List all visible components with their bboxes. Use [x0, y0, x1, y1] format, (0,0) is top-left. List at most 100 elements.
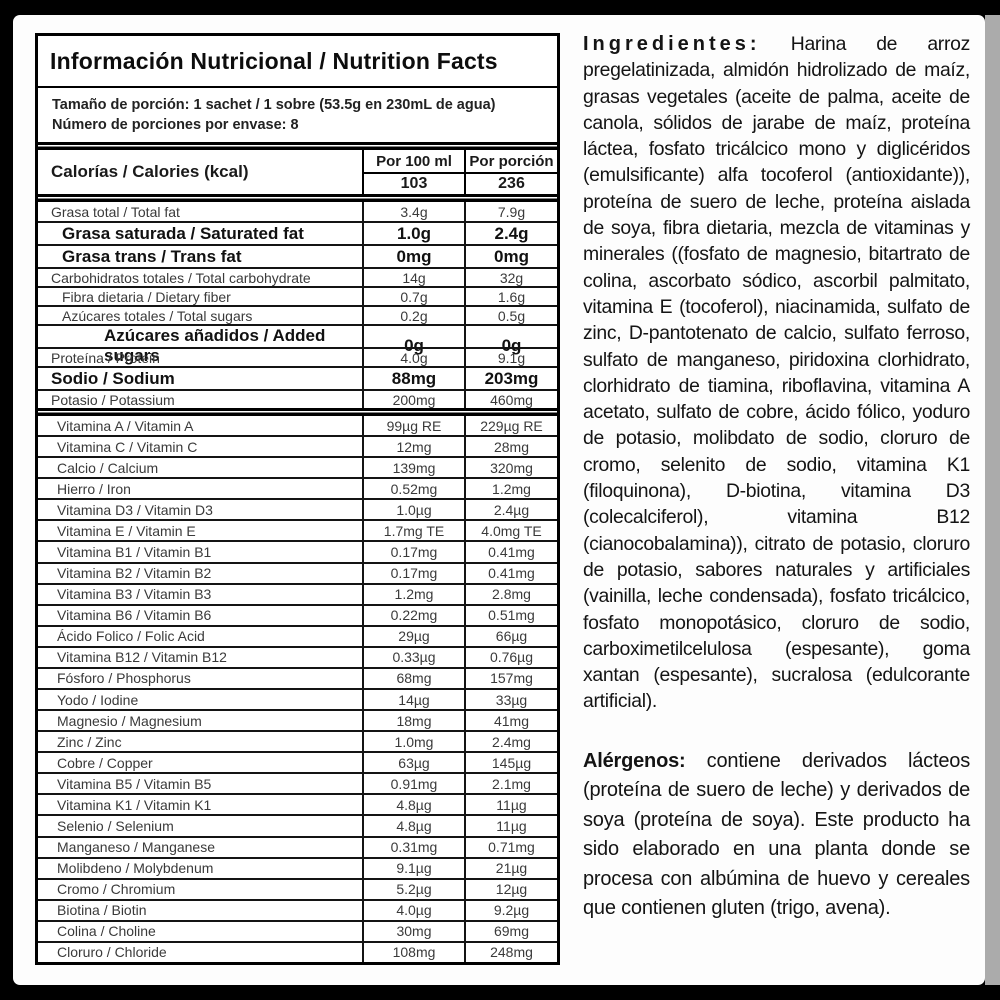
- value-per-portion: 7.9g: [464, 202, 557, 221]
- value-per-100ml: 4.8µg: [362, 816, 464, 836]
- value-per-portion: 460mg: [464, 391, 557, 408]
- thick-divider: [38, 142, 557, 150]
- allergens-heading: Alérgenos:: [583, 749, 686, 772]
- value-per-100ml: 30mg: [362, 921, 464, 941]
- table-row: Vitamina C / Vitamin C 12mg 28mg: [38, 435, 557, 457]
- nutrient-label: Selenio / Selenium: [57, 818, 174, 835]
- table-row: Azúcares añadidos / Added sugars 0g 0g: [38, 324, 557, 366]
- value-per-portion: 0.51mg: [464, 605, 557, 625]
- ingredients-paragraph: Ingredientes: Harina de arroz pregelatin…: [583, 31, 970, 715]
- value-per-100ml: 12mg: [362, 437, 464, 457]
- value-per-portion: 0.5g: [464, 307, 557, 324]
- value-per-portion: 2.4µg: [464, 500, 557, 520]
- nutrient-label: Vitamina B6 / Vitamin B6: [57, 607, 212, 624]
- value-per-100ml: 1.0mg: [362, 732, 464, 752]
- nutrient-label: Ácido Folico / Folic Acid: [57, 628, 205, 645]
- table-row: Vitamina B12 / Vitamin B12 0.33µg 0.76µg: [38, 645, 557, 667]
- ingredients-body: Harina de arroz pregelatinizada, almidón…: [583, 33, 970, 713]
- thick-divider: [38, 194, 557, 202]
- value-per-portion: 0.41mg: [464, 563, 557, 583]
- value-per-100ml: 68mg: [362, 668, 464, 689]
- value-per-portion: 2.4mg: [464, 732, 557, 752]
- table-row: Fósforo / Phosphorus 68mg 157mg: [38, 666, 557, 689]
- label-sheet: Información Nutricional / Nutrition Fact…: [13, 15, 985, 985]
- nutrient-label: Vitamina E / Vitamin E: [57, 522, 196, 539]
- table-row: Cobre / Copper 63µg 145µg: [38, 751, 557, 773]
- calories-header: Calorías / Calories (kcal) Por 100 ml Po…: [38, 150, 557, 194]
- value-per-100ml: 0.7g: [362, 288, 464, 305]
- nutrient-label: Proteína / Protein: [51, 349, 160, 366]
- value-per-portion: 2.1mg: [464, 774, 557, 794]
- table-row: Vitamina E / Vitamin E 1.7mg TE 4.0mg TE: [38, 519, 557, 541]
- nutrient-label: Colina / Choline: [57, 923, 156, 940]
- nutrient-label: Biotina / Biotin: [57, 902, 147, 919]
- nutrient-label: Vitamina B3 / Vitamin B3: [57, 586, 212, 603]
- label-text-column: Ingredientes: Harina de arroz pregelatin…: [583, 31, 970, 924]
- value-per-100ml: 1.2mg: [362, 584, 464, 604]
- nutrient-label: Grasa trans / Trans fat: [62, 246, 242, 266]
- value-per-100ml: 3.4g: [362, 202, 464, 221]
- table-row: Grasa trans / Trans fat 0mg 0mg: [38, 244, 557, 267]
- value-per-portion: 2.8mg: [464, 584, 557, 604]
- thick-divider: [38, 408, 557, 416]
- value-per-portion: 229µg RE: [464, 416, 557, 436]
- value-per-portion: 11µg: [464, 795, 557, 815]
- value-per-100ml: 18mg: [362, 711, 464, 731]
- nutrient-label: Fósforo / Phosphorus: [57, 670, 191, 687]
- nutrient-label: Azúcares añadidos / Added sugars: [104, 326, 326, 365]
- allergens-paragraph: Alérgenos: contiene derivados lácteos (p…: [583, 747, 970, 924]
- table-row: Vitamina B5 / Vitamin B5 0.91mg 2.1mg: [38, 772, 557, 794]
- nutrition-facts-title: Información Nutricional / Nutrition Fact…: [50, 47, 498, 74]
- value-per-portion: 28mg: [464, 437, 557, 457]
- value-per-portion: 11µg: [464, 816, 557, 836]
- value-per-portion: 157mg: [464, 668, 557, 689]
- nutrient-label: Vitamina K1 / Vitamin K1: [57, 796, 212, 813]
- value-per-100ml: 5.2µg: [362, 879, 464, 899]
- table-row: Proteína / Protein 4.0g 9.1g: [38, 347, 557, 366]
- value-per-portion: 1.6g: [464, 288, 557, 305]
- table-row: Vitamina B6 / Vitamin B6 0.22mg 0.51mg: [38, 603, 557, 625]
- value-per-portion: 0.71mg: [464, 837, 557, 857]
- nutrient-label: Calcio / Calcium: [57, 459, 159, 476]
- value-per-portion: 0.76µg: [464, 647, 557, 667]
- nutrient-label: Azúcares totales / Total sugars: [62, 307, 253, 324]
- value-per-portion: 0g: [464, 326, 557, 366]
- value-per-100ml: 0.91mg: [362, 774, 464, 794]
- table-row: Biotina / Biotin 4.0µg 9.2µg: [38, 898, 557, 920]
- table-row: Calcio / Calcium 139mg 320mg: [38, 456, 557, 478]
- nutrient-label: Vitamina B12 / Vitamin B12: [57, 649, 227, 666]
- nutrient-label: Vitamina B2 / Vitamin B2: [57, 565, 212, 582]
- value-per-100ml: 1.7mg TE: [362, 521, 464, 541]
- table-row: Yodo / Iodine 14µg 33µg: [38, 688, 557, 710]
- nutrient-label: Cobre / Copper: [57, 754, 153, 771]
- value-per-100ml: 0.17mg: [362, 542, 464, 562]
- nutrient-label: Cromo / Chromium: [57, 881, 176, 898]
- serving-size-text: Tamaño de porción: 1 sachet / 1 sobre (5…: [52, 97, 496, 113]
- value-per-100ml: 0mg: [362, 246, 464, 267]
- table-row: Grasa total / Total fat 3.4g 7.9g: [38, 202, 557, 221]
- nutrient-label: Potasio / Potassium: [51, 391, 175, 408]
- value-per-portion: 248mg: [464, 942, 557, 963]
- table-row: Magnesio / Magnesium 18mg 41mg: [38, 709, 557, 731]
- value-per-portion: 9.1g: [464, 349, 557, 366]
- table-row: Vitamina B1 / Vitamin B1 0.17mg 0.41mg: [38, 540, 557, 562]
- vitamin-mineral-rows: Vitamina A / Vitamin A 99µg RE 229µg RE Vit…: [38, 416, 557, 963]
- table-row: Sodio / Sodium 88mg 203mg: [38, 366, 557, 389]
- nutrient-label: Sodio / Sodium: [51, 368, 175, 388]
- nutrient-label: Magnesio / Magnesium: [57, 712, 202, 729]
- value-per-portion: 33µg: [464, 690, 557, 710]
- nutrition-facts-table: Información Nutricional / Nutrition Fact…: [35, 33, 560, 965]
- nutrient-label: Grasa total / Total fat: [51, 203, 180, 220]
- table-row: Vitamina A / Vitamin A 99µg RE 229µg RE: [38, 416, 557, 436]
- table-row: Ácido Folico / Folic Acid 29µg 66µg: [38, 624, 557, 646]
- servings-per-container-text: Número de porciones por envase: 8: [52, 117, 299, 133]
- nutrient-label: Vitamina B5 / Vitamin B5: [57, 775, 212, 792]
- value-per-100ml: 99µg RE: [362, 416, 464, 436]
- table-row: Fibra dietaria / Dietary fiber 0.7g 1.6g: [38, 286, 557, 305]
- table-row: Hierro / Iron 0.52mg 1.2mg: [38, 477, 557, 499]
- table-row: Vitamina B3 / Vitamin B3 1.2mg 2.8mg: [38, 582, 557, 604]
- nutrient-label: Molibdeno / Molybdenum: [57, 860, 214, 877]
- value-per-portion: 0mg: [464, 246, 557, 267]
- value-per-portion: 66µg: [464, 626, 557, 646]
- table-row: Cloruro / Chloride 108mg 248mg: [38, 940, 557, 963]
